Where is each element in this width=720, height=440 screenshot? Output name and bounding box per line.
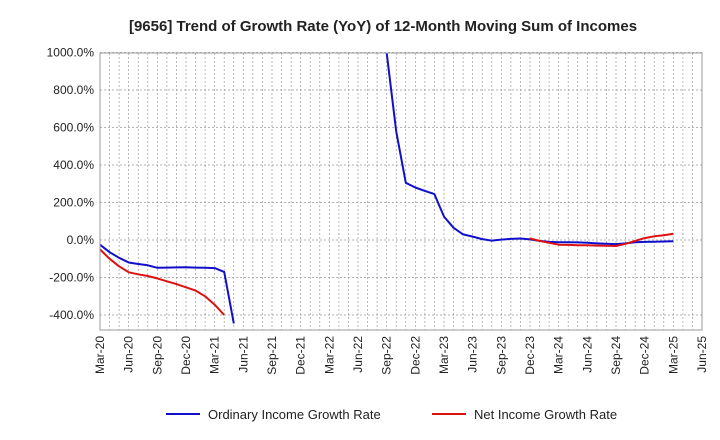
x-tick-label: Dec-21 <box>294 336 308 375</box>
legend-label: Ordinary Income Growth Rate <box>208 407 381 422</box>
x-tick-label: Sep-22 <box>380 336 394 375</box>
y-tick-label: 200.0% <box>53 196 94 210</box>
plot-area-frame <box>99 52 703 331</box>
y-tick-label: 1000.0% <box>47 46 95 60</box>
y-tick-label: 400.0% <box>53 158 94 172</box>
x-tick-label: Dec-22 <box>408 336 422 375</box>
x-tick-label: Jun-25 <box>695 336 709 373</box>
x-tick-label: Jun-24 <box>580 336 594 373</box>
grid-lines <box>99 52 703 330</box>
legend-label: Net Income Growth Rate <box>474 407 617 422</box>
x-tick-label: Jun-22 <box>351 336 365 373</box>
x-tick-label: Dec-23 <box>523 336 537 375</box>
series-line-net-income <box>99 248 225 316</box>
x-tick-label: Mar-20 <box>93 336 107 374</box>
y-tick-label: -400.0% <box>49 308 94 322</box>
chart-legend: Ordinary Income Growth Rate Net Income Gr… <box>166 407 617 422</box>
x-tick-label: Dec-20 <box>179 336 193 375</box>
x-tick-label: Mar-22 <box>322 336 336 374</box>
series-line-net-income <box>529 232 674 247</box>
chart-title: [9656] Trend of Growth Rate (YoY) of 12-… <box>129 18 637 35</box>
x-tick-label: Sep-20 <box>150 336 164 375</box>
x-tick-label: Dec-24 <box>638 336 652 375</box>
x-tick-label: Mar-25 <box>666 336 680 374</box>
x-tick-label: Jun-21 <box>236 336 250 373</box>
x-tick-label: Sep-21 <box>265 336 279 375</box>
x-tick-label: Jun-23 <box>466 336 480 373</box>
x-tick-label: Sep-24 <box>609 336 623 375</box>
x-axis-tick-labels: Mar-20 Jun-20 Sep-20 Dec-20 Mar-21 Jun-21 Sep-… <box>93 336 709 375</box>
y-tick-label: 0.0% <box>67 233 95 247</box>
x-tick-label: Jun-20 <box>122 336 136 373</box>
x-tick-label: Mar-23 <box>437 336 451 374</box>
x-tick-label: Mar-21 <box>208 336 222 374</box>
x-tick-label: Sep-23 <box>494 336 508 375</box>
x-tick-label: Mar-24 <box>552 336 566 374</box>
series-lines <box>99 52 674 324</box>
y-axis-tick-labels: 1000.0% 800.0% 600.0% 400.0% 200.0% 0.0% -200.… <box>47 46 95 323</box>
y-tick-label: 600.0% <box>53 121 94 135</box>
series-line-ordinary-income <box>99 243 235 324</box>
y-tick-label: 800.0% <box>53 83 94 97</box>
y-tick-label: -200.0% <box>49 271 94 285</box>
